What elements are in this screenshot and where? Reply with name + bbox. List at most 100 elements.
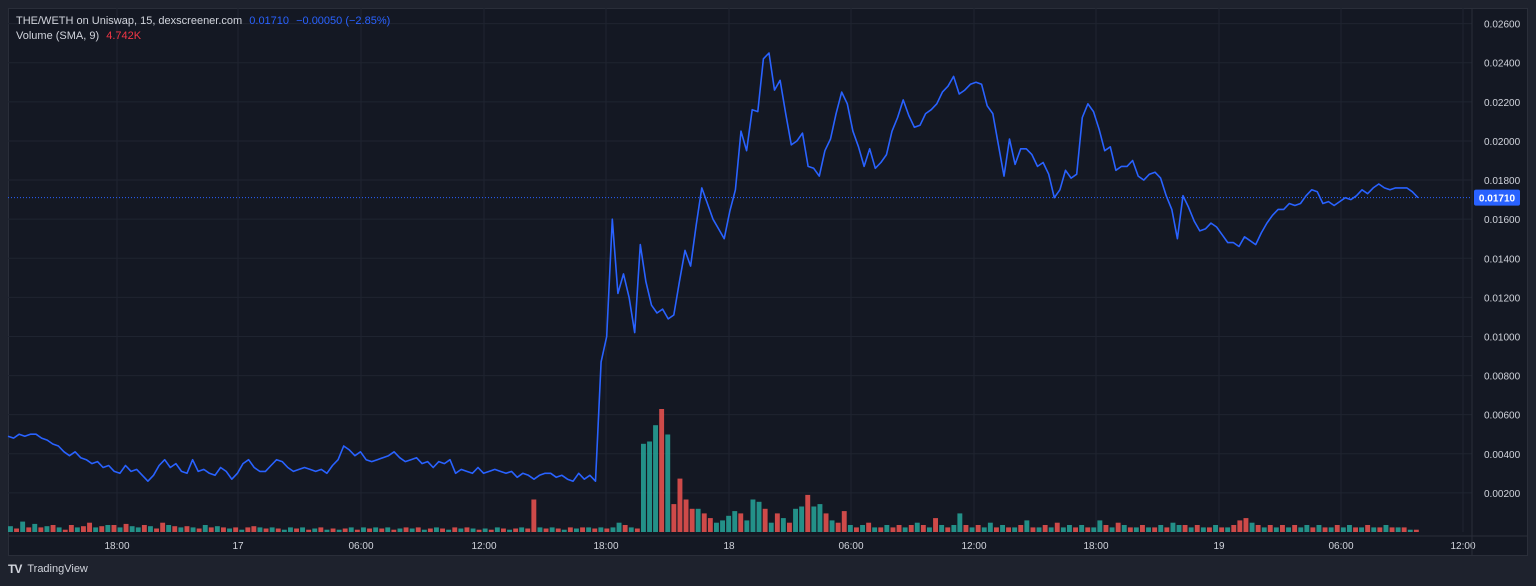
volume-bar: [361, 527, 366, 532]
volume-bar: [1207, 527, 1212, 532]
volume-bar: [160, 522, 166, 532]
volume-bar: [1036, 527, 1042, 532]
volume-bar: [1328, 527, 1334, 532]
volume-bar: [1413, 529, 1419, 532]
volume-bar: [1280, 525, 1285, 532]
volume-bar: [549, 527, 555, 532]
volume-bar: [1243, 518, 1249, 532]
volume-bar: [768, 522, 774, 532]
volume-bar: [464, 527, 470, 532]
volume-bar: [586, 527, 592, 532]
x-tick-label: 12:00: [961, 541, 986, 552]
volume-bar: [20, 521, 26, 532]
x-tick-label: 17: [232, 541, 244, 552]
volume-bar: [336, 529, 342, 532]
volume-bar: [1115, 522, 1121, 532]
volume-bar: [1334, 525, 1340, 532]
volume-bar: [1146, 527, 1151, 532]
volume-bar: [866, 522, 872, 532]
volume-bar: [208, 527, 214, 532]
volume-bar: [379, 528, 385, 532]
volume-bar: [300, 527, 305, 532]
volume-bar: [1249, 522, 1255, 532]
volume-bar: [318, 527, 324, 532]
volume-bar: [385, 527, 391, 532]
legend-symbol-row: THE/WETH on Uniswap, 15, dexscreener.com…: [16, 14, 390, 29]
volume-bar: [1395, 527, 1401, 532]
volume-bar: [202, 525, 208, 532]
volume-bar: [732, 511, 738, 532]
volume-bar: [1322, 527, 1328, 532]
tradingview-brand[interactable]: TradingView: [27, 563, 88, 575]
volume-bar: [1170, 522, 1176, 532]
volume-bar: [513, 528, 519, 532]
volume-bar: [32, 523, 38, 532]
volume-bar: [482, 528, 488, 532]
volume-bar: [501, 528, 506, 532]
volume-bar: [537, 527, 543, 532]
volume-bar: [166, 525, 172, 532]
volume-bar: [1060, 527, 1066, 532]
volume-bar: [914, 522, 920, 532]
volume-bar: [1286, 527, 1291, 532]
y-tick-label: 0.02400: [1484, 59, 1521, 70]
volume-bar: [440, 528, 445, 532]
volume-bar: [920, 525, 926, 532]
volume-bar: [1127, 527, 1133, 532]
x-tick-label: 06:00: [1328, 541, 1353, 552]
volume-bar: [306, 529, 312, 532]
volume-bar: [957, 513, 963, 532]
volume-bar: [470, 528, 476, 532]
volume-bar: [1085, 527, 1091, 532]
volume-bar: [1067, 525, 1072, 532]
volume-bar: [403, 527, 409, 532]
x-tick-label: 12:00: [1450, 541, 1475, 552]
volume-bar: [659, 409, 665, 532]
volume-bar: [263, 528, 269, 532]
volume-bar: [488, 529, 494, 532]
volume-bar: [896, 525, 902, 532]
volume-bar: [62, 529, 68, 532]
volume-bar: [1261, 527, 1267, 532]
volume-bar: [1316, 525, 1322, 532]
volume-bar: [854, 527, 859, 532]
volume-bar: [1006, 527, 1011, 532]
volume-bar: [671, 504, 677, 532]
volume-bar: [1359, 527, 1364, 532]
volume-bar: [367, 528, 372, 532]
volume-bar: [677, 478, 683, 532]
volume-bar: [1213, 525, 1218, 532]
x-tick-label: 18: [723, 541, 735, 552]
volume-bar: [1121, 525, 1127, 532]
volume-bar: [829, 520, 835, 532]
volume-bar: [172, 526, 178, 532]
volume-bar: [689, 508, 695, 532]
volume-bar: [695, 508, 701, 532]
volume-bar: [257, 527, 263, 532]
volume-bar: [348, 527, 354, 532]
x-tick-label: 06:00: [348, 541, 373, 552]
volume-bar: [196, 528, 202, 532]
volume-bar: [507, 529, 512, 532]
volume-bar: [342, 528, 348, 532]
legend-last-price: 0.01710: [249, 15, 290, 27]
volume-bar: [178, 527, 184, 532]
volume-bar: [1231, 525, 1237, 532]
tradingview-logo-icon[interactable]: TV: [8, 562, 22, 576]
volume-bar: [945, 527, 951, 532]
volume-bar: [1042, 525, 1048, 532]
volume-bar: [994, 527, 999, 532]
volume-bar: [1194, 525, 1200, 532]
y-tick-label: 0.01000: [1484, 332, 1521, 343]
volume-bar: [1365, 525, 1371, 532]
y-tick-label: 0.02000: [1484, 137, 1521, 148]
volume-bar: [1219, 527, 1225, 532]
volume-bar: [884, 525, 890, 532]
volume-bar: [154, 528, 159, 532]
volume-bar: [330, 528, 336, 532]
volume-bar: [762, 508, 768, 532]
volume-bar: [269, 527, 275, 532]
volume-bar: [1389, 527, 1395, 532]
volume-bar: [1255, 525, 1261, 532]
